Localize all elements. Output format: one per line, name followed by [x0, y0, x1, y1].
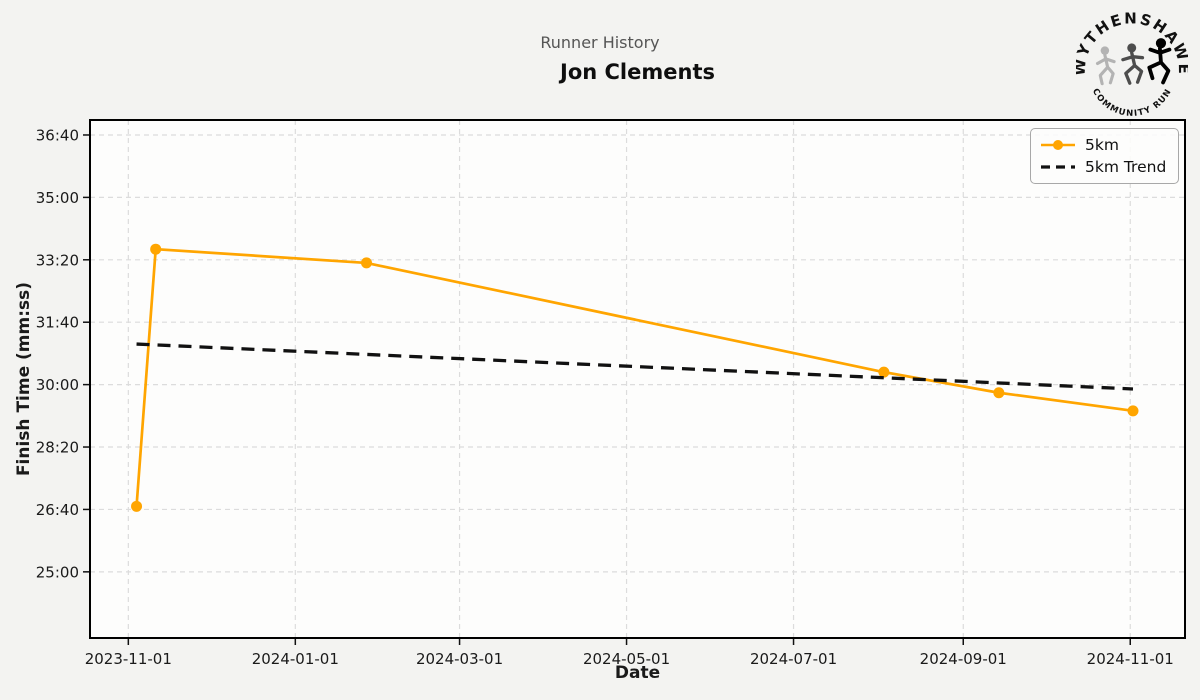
legend-swatch-5km-line-icon	[1041, 140, 1075, 150]
x-tick-label: 2024-09-01	[920, 650, 1007, 668]
x-tick-label: 2024-07-01	[750, 650, 837, 668]
data-point-5km	[360, 257, 372, 269]
legend-label-5km: 5km	[1085, 136, 1119, 154]
data-point-5km	[150, 243, 162, 255]
logo-bottom-text: COMMUNITY RUN	[1090, 87, 1174, 119]
series-line-5km	[135, 247, 1134, 507]
x-tick-label: 2023-11-01	[85, 650, 172, 668]
y-tick-label: 26:40	[36, 501, 79, 519]
legend: 5km 5km Trend	[1030, 128, 1179, 184]
x-tick-label: 2024-01-01	[252, 650, 339, 668]
data-point-5km	[1127, 405, 1139, 417]
y-tick-label: 35:00	[36, 189, 79, 207]
club-logo: WYTHENSHAWE COMMUNITY RUN	[1076, 12, 1188, 119]
x-tick-label: 2024-05-01	[583, 650, 670, 668]
legend-label-5km-trend: 5km Trend	[1085, 158, 1167, 176]
runner-icon-2	[1121, 43, 1145, 85]
legend-swatch-trend-line-icon	[1041, 165, 1075, 169]
chart-title: Jon Clements	[560, 60, 715, 84]
legend-item-5km-trend: 5km Trend	[1040, 156, 1169, 178]
plot-area	[90, 120, 1185, 638]
y-tick-label: 30:00	[36, 376, 79, 394]
runner-icon-3	[1147, 38, 1172, 85]
data-point-5km	[993, 387, 1005, 399]
axes-border	[89, 119, 1186, 639]
data-point-5km	[131, 500, 143, 512]
legend-item-5km: 5km	[1040, 134, 1169, 156]
y-tick-label: 28:20	[36, 439, 79, 457]
y-tick-label: 33:20	[36, 251, 79, 269]
series-line-5km-trend	[136, 342, 1134, 391]
y-axis-label: Finish Time (mm:ss)	[14, 281, 34, 477]
chart-suptitle: Runner History	[540, 33, 660, 52]
y-tick-label: 31:40	[36, 314, 79, 332]
y-tick-label: 25:00	[36, 563, 79, 581]
data-point-5km	[878, 366, 890, 378]
y-tick-label: 36:40	[36, 126, 79, 144]
runner-icon-1	[1095, 46, 1116, 86]
x-tick-label: 2024-03-01	[416, 650, 503, 668]
x-axis-label: Date	[614, 663, 661, 683]
x-tick-label: 2024-11-01	[1087, 650, 1174, 668]
